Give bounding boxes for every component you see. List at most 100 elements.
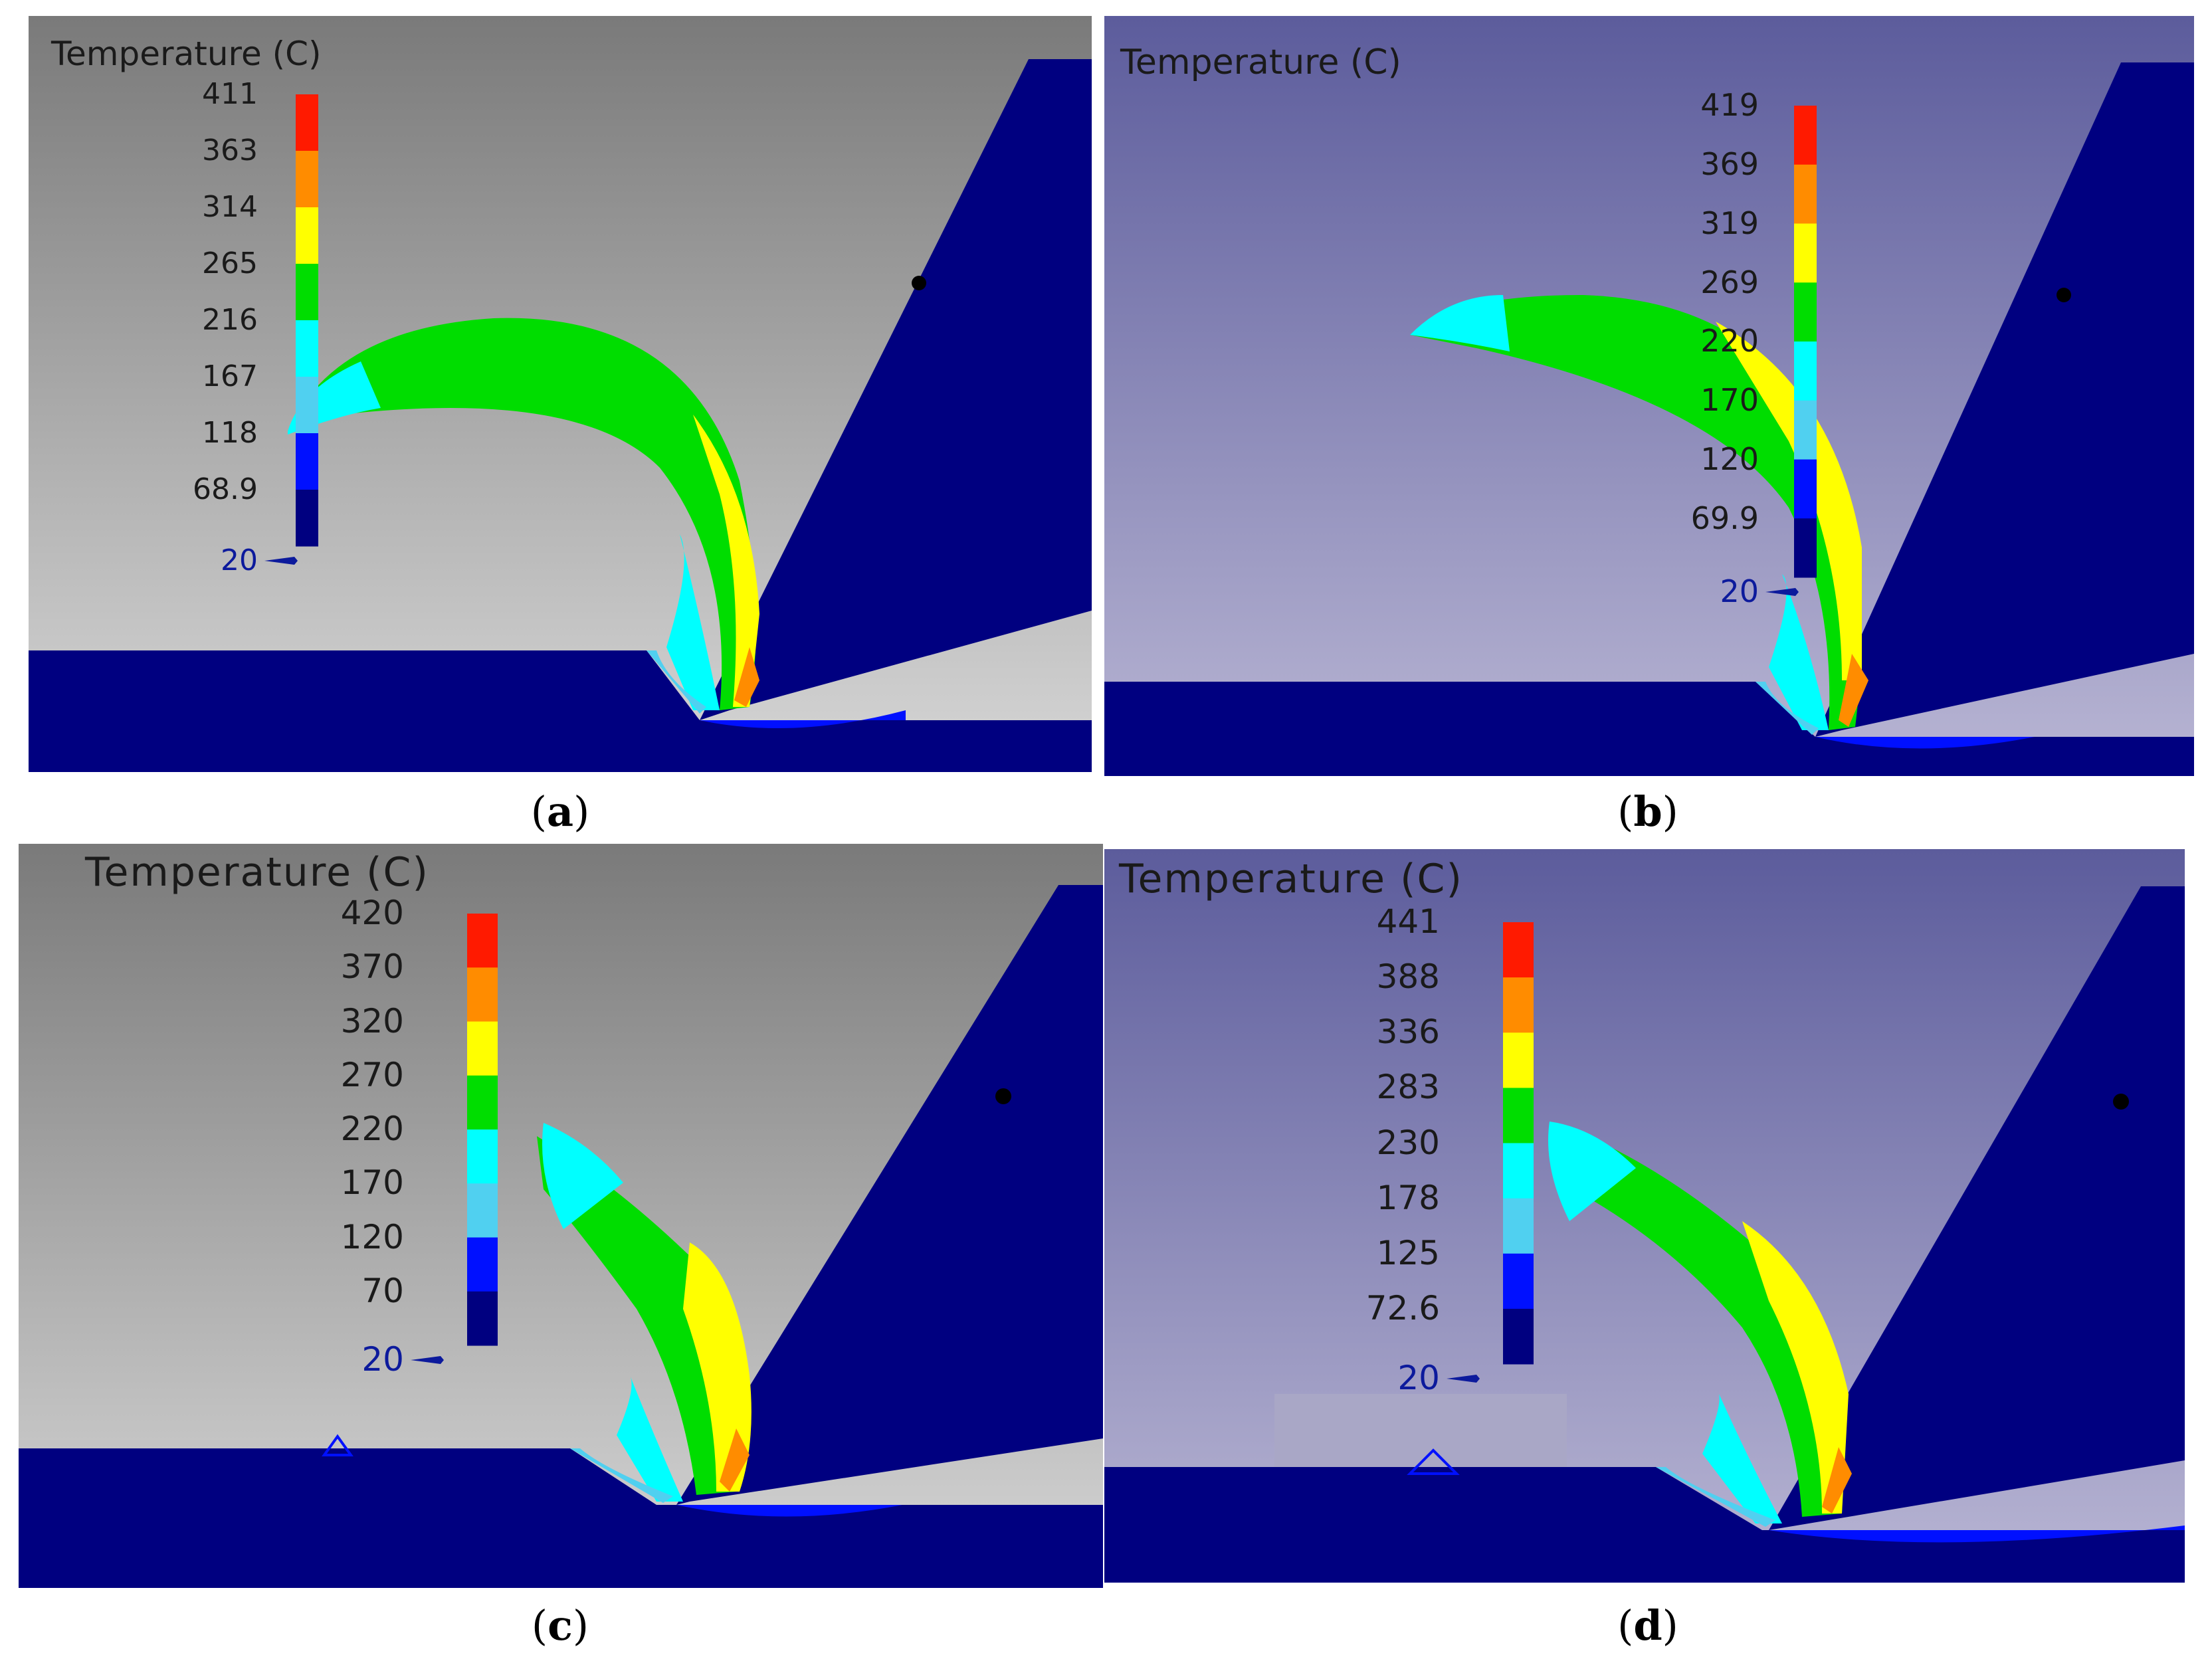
- colorbar-segment: [296, 320, 318, 377]
- legend-tick-label: 118: [202, 415, 258, 450]
- legend-tick-label: 441: [1376, 902, 1440, 941]
- legend-tick-label: 72.6: [1365, 1288, 1440, 1327]
- caption-a: (a): [530, 787, 590, 836]
- cutting-tool: [1815, 62, 2194, 737]
- legend-title: Temperature (C): [1120, 43, 1401, 82]
- panel-c: Temperature (C) 420 370 320 270 220 170 120 70 2…: [19, 844, 1103, 1588]
- colorbar-segment: [467, 914, 498, 968]
- legend-tick-label: 20: [361, 1340, 404, 1379]
- panel-d: Temperature (C) 441 388 336 283 230 178 125 72.…: [1104, 849, 2185, 1583]
- simulation-view-b: [1104, 16, 2194, 776]
- cutting-tool: [700, 59, 1092, 720]
- colorbar-segment: [1503, 1088, 1534, 1143]
- cutting-tool: [676, 885, 1103, 1505]
- colorbar-segment: [1503, 922, 1534, 978]
- colorbar-segment: [1794, 106, 1817, 165]
- colorbar-segment: [1794, 459, 1817, 519]
- colorbar-c: [411, 914, 498, 1364]
- legend-tick-label: 120: [340, 1217, 404, 1256]
- cutting-tool: [1769, 886, 2185, 1530]
- legend-tick-label: 230: [1376, 1123, 1440, 1162]
- chip-inner-cyan: [1769, 574, 1829, 730]
- min-pointer: [1765, 588, 1799, 596]
- legend-tick-label: 319: [1700, 205, 1759, 241]
- shear-zone: [570, 1448, 673, 1503]
- legend-tick-label: 170: [340, 1163, 404, 1203]
- colorbar-segment: [467, 1291, 498, 1346]
- colorbar-segment: [296, 94, 318, 151]
- legend-tick-label: 20: [1720, 573, 1759, 610]
- tool-marker: [2113, 1094, 2129, 1110]
- legend-tick-label: 70: [361, 1271, 404, 1310]
- shear-zone: [1656, 1467, 1775, 1527]
- legend-tick-label: 411: [202, 76, 258, 111]
- legend-tick-label: 216: [202, 302, 258, 337]
- colorbar-segment: [467, 1075, 498, 1130]
- colorbar-segment: [296, 377, 318, 434]
- colorbar-segment: [1503, 1308, 1534, 1365]
- chip-yellow-zone: [1716, 322, 1862, 680]
- colorbar-segment: [1503, 977, 1534, 1033]
- heat-zone-workpiece: [676, 1505, 902, 1517]
- legend-tick-label: 120: [1700, 441, 1759, 477]
- caption-b: (b): [1617, 787, 1678, 836]
- chip-green-zone: [288, 318, 756, 710]
- simulation-view-c: [19, 844, 1103, 1588]
- legend-tick-label: 314: [202, 189, 258, 224]
- colorbar-segment: [1503, 1198, 1534, 1254]
- chip-yellow-zone: [683, 1242, 752, 1492]
- legend-title: Temperature (C): [85, 849, 429, 896]
- legend-tick-label: 68.9: [193, 472, 258, 506]
- caption-letter: d: [1633, 1601, 1662, 1650]
- tool-marker: [2057, 288, 2071, 302]
- legend-tick-label: 69.9: [1690, 500, 1759, 536]
- legend-tick-label: 419: [1700, 87, 1759, 124]
- legend-tick-label: 370: [340, 947, 404, 987]
- caption-letter: b: [1633, 787, 1662, 836]
- legend-tick-label: 320: [340, 1001, 404, 1040]
- chip-orange-zone: [1822, 1447, 1852, 1514]
- colorbar-segment: [296, 151, 318, 208]
- legend-tick-label: 20: [221, 543, 258, 577]
- legend-tick-label: 167: [202, 359, 258, 393]
- legend-tick-label: 369: [1700, 146, 1759, 183]
- min-pointer: [411, 1356, 444, 1364]
- legend-tick-label: 420: [340, 894, 404, 932]
- simulation-view-d: [1104, 849, 2185, 1583]
- colorbar-segment: [467, 967, 498, 1022]
- chip-cyan-tip: [1410, 295, 1510, 351]
- tool-marker: [912, 276, 926, 290]
- workpiece: [19, 1448, 1103, 1588]
- colorbar-segment: [467, 1021, 498, 1076]
- colorbar-segment: [1503, 1032, 1534, 1088]
- colorbar-segment: [467, 1129, 498, 1184]
- simulation-view-a: [29, 16, 1092, 772]
- reference-triangle: [322, 1434, 353, 1456]
- legend-tick-label: 336: [1376, 1013, 1440, 1052]
- colorbar-segment: [1794, 400, 1817, 460]
- legend-tick-label: 220: [1700, 323, 1759, 359]
- reference-triangle: [1407, 1448, 1460, 1475]
- workpiece: [29, 650, 1092, 772]
- caption-letter: a: [546, 787, 574, 836]
- panel-b: Temperature (C) 419 369 319 269 220 170 120 69.…: [1104, 16, 2194, 776]
- heat-zone-workpiece: [1815, 737, 2035, 749]
- workpiece: [1104, 1467, 2185, 1583]
- chip-orange-zone: [734, 647, 759, 707]
- colorbar-segment: [296, 264, 318, 321]
- chip-orange-zone: [720, 1428, 750, 1492]
- colorbar-segment: [1794, 342, 1817, 401]
- chip-inner-cyan: [666, 534, 720, 710]
- chip-inner-cyan: [617, 1375, 683, 1502]
- legend-tick-label: 283: [1376, 1068, 1440, 1107]
- chip-yellow-zone: [1742, 1221, 1849, 1514]
- chip-cyan-tip: [542, 1123, 623, 1229]
- chip-green-zone: [1410, 295, 1860, 730]
- legend-tick-label: 363: [202, 133, 258, 167]
- heat-zone-workpiece: [1769, 1525, 2185, 1543]
- caption-d: (d): [1617, 1601, 1678, 1650]
- chip-yellow-zone: [693, 415, 759, 707]
- colorbar-segment: [1503, 1253, 1534, 1310]
- chip-green-zone: [537, 1136, 740, 1495]
- legend-tick-label: 20: [1397, 1359, 1440, 1397]
